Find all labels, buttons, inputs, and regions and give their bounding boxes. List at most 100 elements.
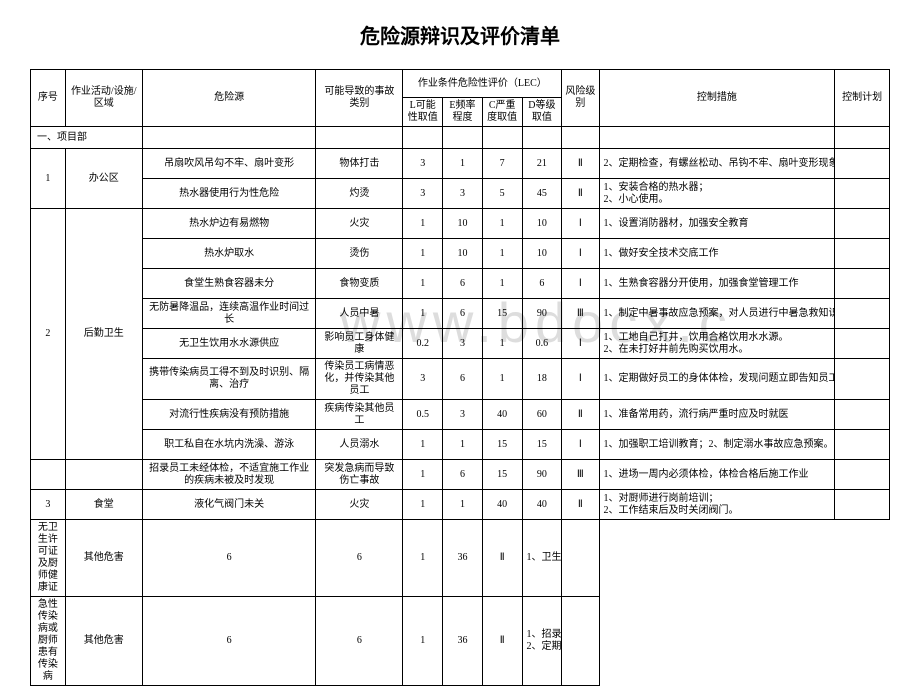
cell-control: 1、定期做好员工的身体体检，发现问题立即告知员工，治疗 xyxy=(599,359,835,400)
cell-E: 6 xyxy=(443,359,483,400)
cell-D: 90 xyxy=(522,299,562,329)
cell-E: 3 xyxy=(443,400,483,430)
table-row: 热水炉取水烫伤110110Ⅰ1、做好安全技术交底工作 xyxy=(31,239,890,269)
cell-accident: 人员溺水 xyxy=(316,430,403,460)
cell-risk: Ⅱ xyxy=(482,520,522,597)
cell-accident: 物体打击 xyxy=(316,149,403,179)
cell-control: 1、招录新员工及时进行体检。2、定期为厨师体检。 xyxy=(522,597,562,686)
cell-E: 10 xyxy=(443,209,483,239)
table-row: 急性传染病或厨师患有传染病其他危害66136Ⅱ1、招录新员工及时进行体检。2、定… xyxy=(31,597,890,686)
cell-C: 1 xyxy=(482,209,522,239)
cell-D: 15 xyxy=(522,430,562,460)
cell-D: 18 xyxy=(522,359,562,400)
cell-risk: Ⅰ xyxy=(562,239,599,269)
cell-risk: Ⅰ xyxy=(562,359,599,400)
col-lec: 作业条件危险性评价（LEC） xyxy=(403,70,562,98)
cell-accident: 影响员工身体健康 xyxy=(316,329,403,359)
table-row: 招录员工未经体检，不适宜施工作业的疾病未被及时发现突发急病而导致伤亡事故1615… xyxy=(31,460,890,490)
cell-plan xyxy=(835,239,890,269)
cell-L: 1 xyxy=(403,299,443,329)
cell-E: 3 xyxy=(443,329,483,359)
cell-C: 1 xyxy=(482,239,522,269)
table-row: 2后勤卫生热水炉边有易燃物火灾110110Ⅰ1、设置消防器材，加强安全教育 xyxy=(31,209,890,239)
cell-plan xyxy=(835,209,890,239)
cell-control: 1、做好安全技术交底工作 xyxy=(599,239,835,269)
cell-seq xyxy=(31,460,66,490)
cell-risk: Ⅱ xyxy=(562,179,599,209)
cell-D: 60 xyxy=(522,400,562,430)
cell-D: 10 xyxy=(522,239,562,269)
cell-C: 1 xyxy=(482,329,522,359)
cell-L: 6 xyxy=(142,520,316,597)
cell-L: 1 xyxy=(403,430,443,460)
cell-L: 1 xyxy=(403,490,443,520)
cell-risk: Ⅱ xyxy=(562,149,599,179)
cell-E: 1 xyxy=(443,490,483,520)
cell-L: 3 xyxy=(403,179,443,209)
col-control: 控制措施 xyxy=(599,70,835,127)
cell-control: 1、工地自己打井，饮用合格饮用水水源。2、在未打好井前先购买饮用水。 xyxy=(599,329,835,359)
cell-hazard: 食堂生熟食容器未分 xyxy=(142,269,316,299)
cell-plan xyxy=(562,520,599,597)
cell-control: 1、生熟食容器分开使用，加强食堂管理工作 xyxy=(599,269,835,299)
col-risk: 风险级别 xyxy=(562,70,599,127)
cell-area xyxy=(65,460,142,490)
cell-plan xyxy=(835,430,890,460)
cell-C: 15 xyxy=(482,299,522,329)
cell-E: 10 xyxy=(443,239,483,269)
cell-control: 1、卫生许可证及厨师健康证安排专人办理。 xyxy=(522,520,562,597)
cell-C: 1 xyxy=(482,359,522,400)
cell-plan xyxy=(835,179,890,209)
cell-D: 10 xyxy=(522,209,562,239)
cell-C: 40 xyxy=(482,400,522,430)
cell-plan xyxy=(835,269,890,299)
table-row: 3食堂液化气阀门未关火灾114040Ⅱ1、对厨师进行岗前培训；2、工作结束后及时… xyxy=(31,490,890,520)
cell-seq: 3 xyxy=(31,490,66,520)
cell-plan xyxy=(835,490,890,520)
cell-hazard: 热水炉边有易燃物 xyxy=(142,209,316,239)
cell-plan xyxy=(835,299,890,329)
col-accident: 可能导致的事故类别 xyxy=(316,70,403,127)
cell-D: 45 xyxy=(522,179,562,209)
cell-C: 15 xyxy=(482,460,522,490)
cell-C: 1 xyxy=(482,269,522,299)
table-row: 1办公区吊扇吹风吊勾不牢、扇叶变形物体打击31721Ⅱ2、定期检查，有螺丝松动、… xyxy=(31,149,890,179)
cell-hazard: 吊扇吹风吊勾不牢、扇叶变形 xyxy=(142,149,316,179)
cell-C: 1 xyxy=(403,520,443,597)
cell-D: 36 xyxy=(443,597,483,686)
cell-area: 办公区 xyxy=(65,149,142,209)
cell-L: 3 xyxy=(403,359,443,400)
cell-control: 1、安装合格的热水器；2、小心使用。 xyxy=(599,179,835,209)
cell-D: 21 xyxy=(522,149,562,179)
cell-plan xyxy=(835,460,890,490)
cell-risk: Ⅱ xyxy=(562,490,599,520)
col-activity: 作业活动/设施/区域 xyxy=(65,70,142,127)
cell-hazard: 无卫生许可证及厨师健康证 xyxy=(31,520,66,597)
cell-hazard: 热水器使用行为性危险 xyxy=(142,179,316,209)
cell-plan xyxy=(835,329,890,359)
cell-accident: 火灾 xyxy=(316,490,403,520)
cell-D: 90 xyxy=(522,460,562,490)
cell-risk: Ⅰ xyxy=(562,430,599,460)
cell-hazard: 急性传染病或厨师患有传染病 xyxy=(31,597,66,686)
cell-C: 5 xyxy=(482,179,522,209)
cell-accident: 灼烫 xyxy=(316,179,403,209)
cell-accident: 传染员工病情恶化，并传染其他员工 xyxy=(316,359,403,400)
cell-hazard: 无卫生饮用水水源供应 xyxy=(142,329,316,359)
cell-control: 1、对厨师进行岗前培训；2、工作结束后及时关闭阀门。 xyxy=(599,490,835,520)
cell-accident: 食物变质 xyxy=(316,269,403,299)
cell-hazard: 职工私自在水坑内洗澡、游泳 xyxy=(142,430,316,460)
cell-L: 1 xyxy=(403,269,443,299)
cell-E: 6 xyxy=(443,269,483,299)
cell-L: 0.5 xyxy=(403,400,443,430)
cell-E: 6 xyxy=(316,520,403,597)
cell-E: 3 xyxy=(443,179,483,209)
cell-area: 食堂 xyxy=(65,490,142,520)
cell-D: 40 xyxy=(522,490,562,520)
cell-hazard: 对流行性疾病没有预防措施 xyxy=(142,400,316,430)
table-row: 无防暑降温品，连续高温作业时间过长人员中暑161590Ⅲ1、制定中暑事故应急预案… xyxy=(31,299,890,329)
cell-D: 6 xyxy=(522,269,562,299)
col-E: E频率程度 xyxy=(443,98,483,127)
cell-plan xyxy=(835,149,890,179)
cell-control: 2、定期检查，有螺丝松动、吊钩不牢、扇叶变形现象及时加固和更换。 xyxy=(599,149,835,179)
